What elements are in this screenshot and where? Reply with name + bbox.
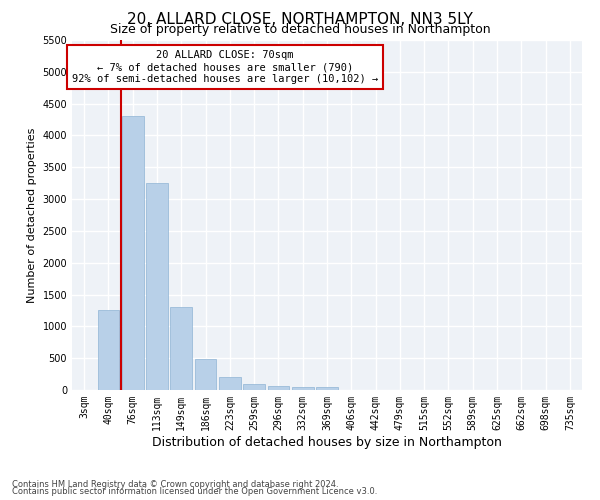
Bar — [170, 308, 192, 390]
Bar — [219, 376, 241, 390]
Bar — [122, 116, 143, 390]
Text: 20, ALLARD CLOSE, NORTHAMPTON, NN3 5LY: 20, ALLARD CLOSE, NORTHAMPTON, NN3 5LY — [127, 12, 473, 28]
Y-axis label: Number of detached properties: Number of detached properties — [27, 128, 37, 302]
Bar — [292, 386, 314, 390]
Bar — [194, 359, 217, 390]
Text: Size of property relative to detached houses in Northampton: Size of property relative to detached ho… — [110, 22, 490, 36]
Bar — [243, 384, 265, 390]
Bar — [97, 310, 119, 390]
Bar — [268, 386, 289, 390]
Bar — [146, 183, 168, 390]
Bar — [316, 387, 338, 390]
Text: Contains public sector information licensed under the Open Government Licence v3: Contains public sector information licen… — [12, 487, 377, 496]
X-axis label: Distribution of detached houses by size in Northampton: Distribution of detached houses by size … — [152, 436, 502, 448]
Text: 20 ALLARD CLOSE: 70sqm
← 7% of detached houses are smaller (790)
92% of semi-det: 20 ALLARD CLOSE: 70sqm ← 7% of detached … — [72, 50, 378, 84]
Text: Contains HM Land Registry data © Crown copyright and database right 2024.: Contains HM Land Registry data © Crown c… — [12, 480, 338, 489]
